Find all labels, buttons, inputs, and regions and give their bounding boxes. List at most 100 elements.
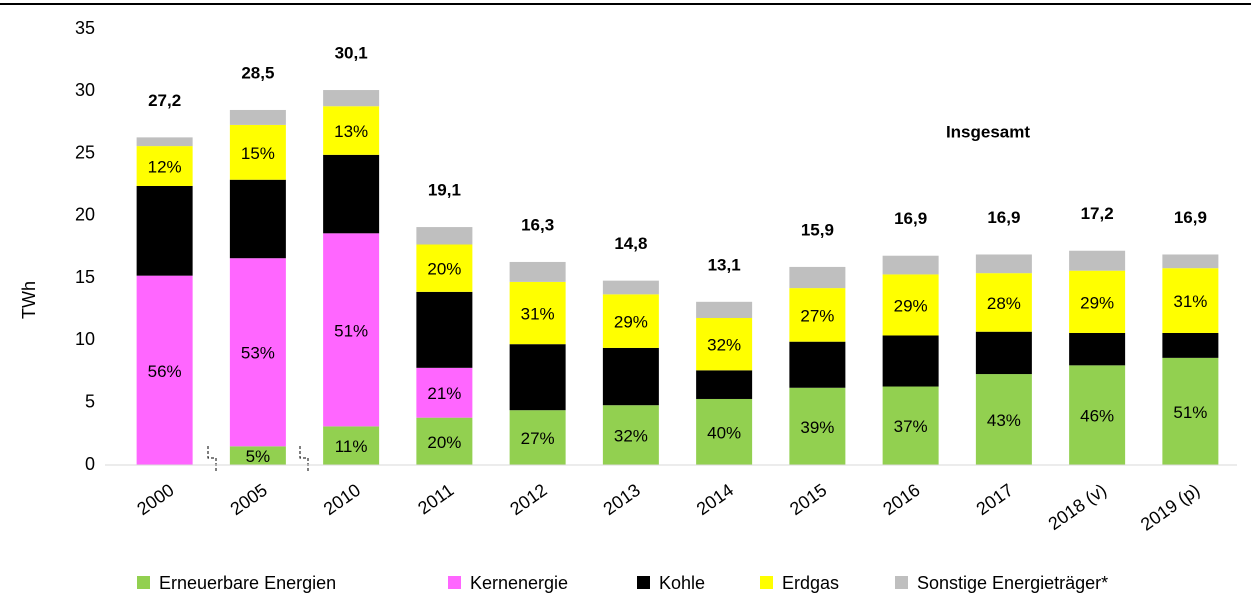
value-label: 56% — [148, 362, 182, 381]
value-label: 33% — [521, 369, 555, 388]
legend-swatch — [448, 576, 461, 589]
bar-segment — [975, 374, 1032, 465]
bar-segment — [1162, 268, 1219, 333]
bar-segment — [1069, 270, 1126, 333]
bar-segment — [136, 146, 193, 186]
value-label: 27% — [148, 222, 182, 241]
value-label: 29% — [1080, 293, 1114, 312]
bar-segment — [1069, 332, 1126, 366]
bar-segment — [416, 291, 473, 368]
value-label: 27% — [800, 306, 834, 325]
bar-segment — [323, 90, 380, 107]
value-label: 31% — [614, 368, 648, 387]
value-label: 46% — [1080, 407, 1114, 426]
value-label: 31% — [521, 305, 555, 324]
bar-segment — [229, 109, 286, 125]
value-label: 24% — [800, 356, 834, 375]
total-label: 16,3 — [521, 215, 554, 234]
value-label: 37% — [894, 417, 928, 436]
value-label: 32% — [707, 336, 741, 355]
total-label: 15,9 — [801, 220, 834, 239]
total-label: 30,1 — [335, 44, 368, 63]
bar-segment — [975, 273, 1032, 332]
x-tick-label: 2010 — [320, 480, 364, 519]
y-tick-label: 0 — [85, 454, 95, 474]
x-tick-label: 2012 — [506, 480, 550, 519]
bar-segment — [323, 106, 380, 155]
bar-segment — [323, 154, 380, 234]
x-tick-label: 2017 — [973, 480, 1017, 519]
x-tick-label: 2015 — [786, 480, 830, 519]
bar-segment — [696, 370, 753, 399]
total-label: 28,5 — [241, 63, 274, 82]
total-label: 17,2 — [1081, 204, 1114, 223]
value-label: 32% — [427, 321, 461, 340]
legend-label: Kernenergie — [470, 573, 568, 593]
bar-segment — [696, 398, 753, 465]
x-tick-label: 2013 — [600, 480, 644, 519]
value-label: 20% — [987, 344, 1021, 363]
value-label: 12% — [1173, 337, 1207, 356]
y-tick-label: 35 — [75, 18, 95, 38]
bar-segment — [975, 331, 1032, 375]
legend-swatch — [760, 576, 773, 589]
bar-segment — [696, 301, 753, 319]
bar-segment — [1162, 332, 1219, 358]
total-label: 13,1 — [708, 255, 741, 274]
bar-segment — [882, 255, 939, 275]
bar-segment — [602, 347, 659, 406]
legend-swatch — [137, 576, 150, 589]
bar-segment — [323, 426, 380, 465]
value-label: 51% — [334, 321, 368, 340]
bar-segment — [323, 233, 380, 427]
y-tick-label: 5 — [85, 391, 95, 411]
bar-segment — [1162, 357, 1219, 465]
bar-segment — [882, 386, 939, 465]
bar-segment — [509, 344, 566, 411]
bar-segment — [136, 137, 193, 147]
bar-segment — [602, 405, 659, 465]
legend-swatch — [895, 576, 908, 589]
legend-label: Kohle — [659, 573, 705, 593]
bar-segment — [1162, 254, 1219, 269]
bar-segment — [509, 261, 566, 282]
value-label: 24% — [894, 352, 928, 371]
value-label: 29% — [614, 313, 648, 332]
bar-segment — [229, 258, 286, 447]
value-label: 21% — [427, 384, 461, 403]
bar-segment — [416, 367, 473, 418]
bar-segment — [696, 318, 753, 371]
x-tick-label: 2005 — [227, 480, 271, 519]
value-label: 43% — [987, 411, 1021, 430]
bar-segment — [789, 266, 846, 289]
y-tick-label: 10 — [75, 329, 95, 349]
value-label: 53% — [241, 344, 275, 363]
bar-segment — [229, 124, 286, 180]
bar-segment — [509, 281, 566, 345]
total-label: 27,2 — [148, 91, 181, 110]
value-label: 32% — [614, 427, 648, 446]
value-label: 5% — [246, 447, 271, 466]
bar-segment — [602, 294, 659, 348]
bar-segment — [1069, 250, 1126, 271]
y-axis-label: TWh — [19, 281, 39, 319]
value-label: 15% — [1080, 341, 1114, 360]
total-label: 19,1 — [428, 181, 461, 200]
y-tick-label: 25 — [75, 142, 95, 162]
bar-segment — [789, 288, 846, 342]
bar-segment — [602, 280, 659, 295]
bar-segment — [975, 254, 1032, 274]
value-label: 31% — [1173, 292, 1207, 311]
value-label: 15% — [241, 144, 275, 163]
bar-segment — [229, 446, 286, 465]
x-tick-label: 2014 — [693, 480, 737, 519]
bar-segment — [136, 185, 193, 276]
x-tick-label: 2000 — [133, 480, 177, 519]
bar-segment — [416, 227, 473, 245]
value-label: 22% — [241, 210, 275, 229]
y-tick-label: 20 — [75, 205, 95, 225]
x-tick-label: 2019 (p) — [1137, 480, 1203, 535]
bar-segment — [136, 275, 193, 465]
x-tick-label: 2018 (v) — [1045, 480, 1111, 534]
